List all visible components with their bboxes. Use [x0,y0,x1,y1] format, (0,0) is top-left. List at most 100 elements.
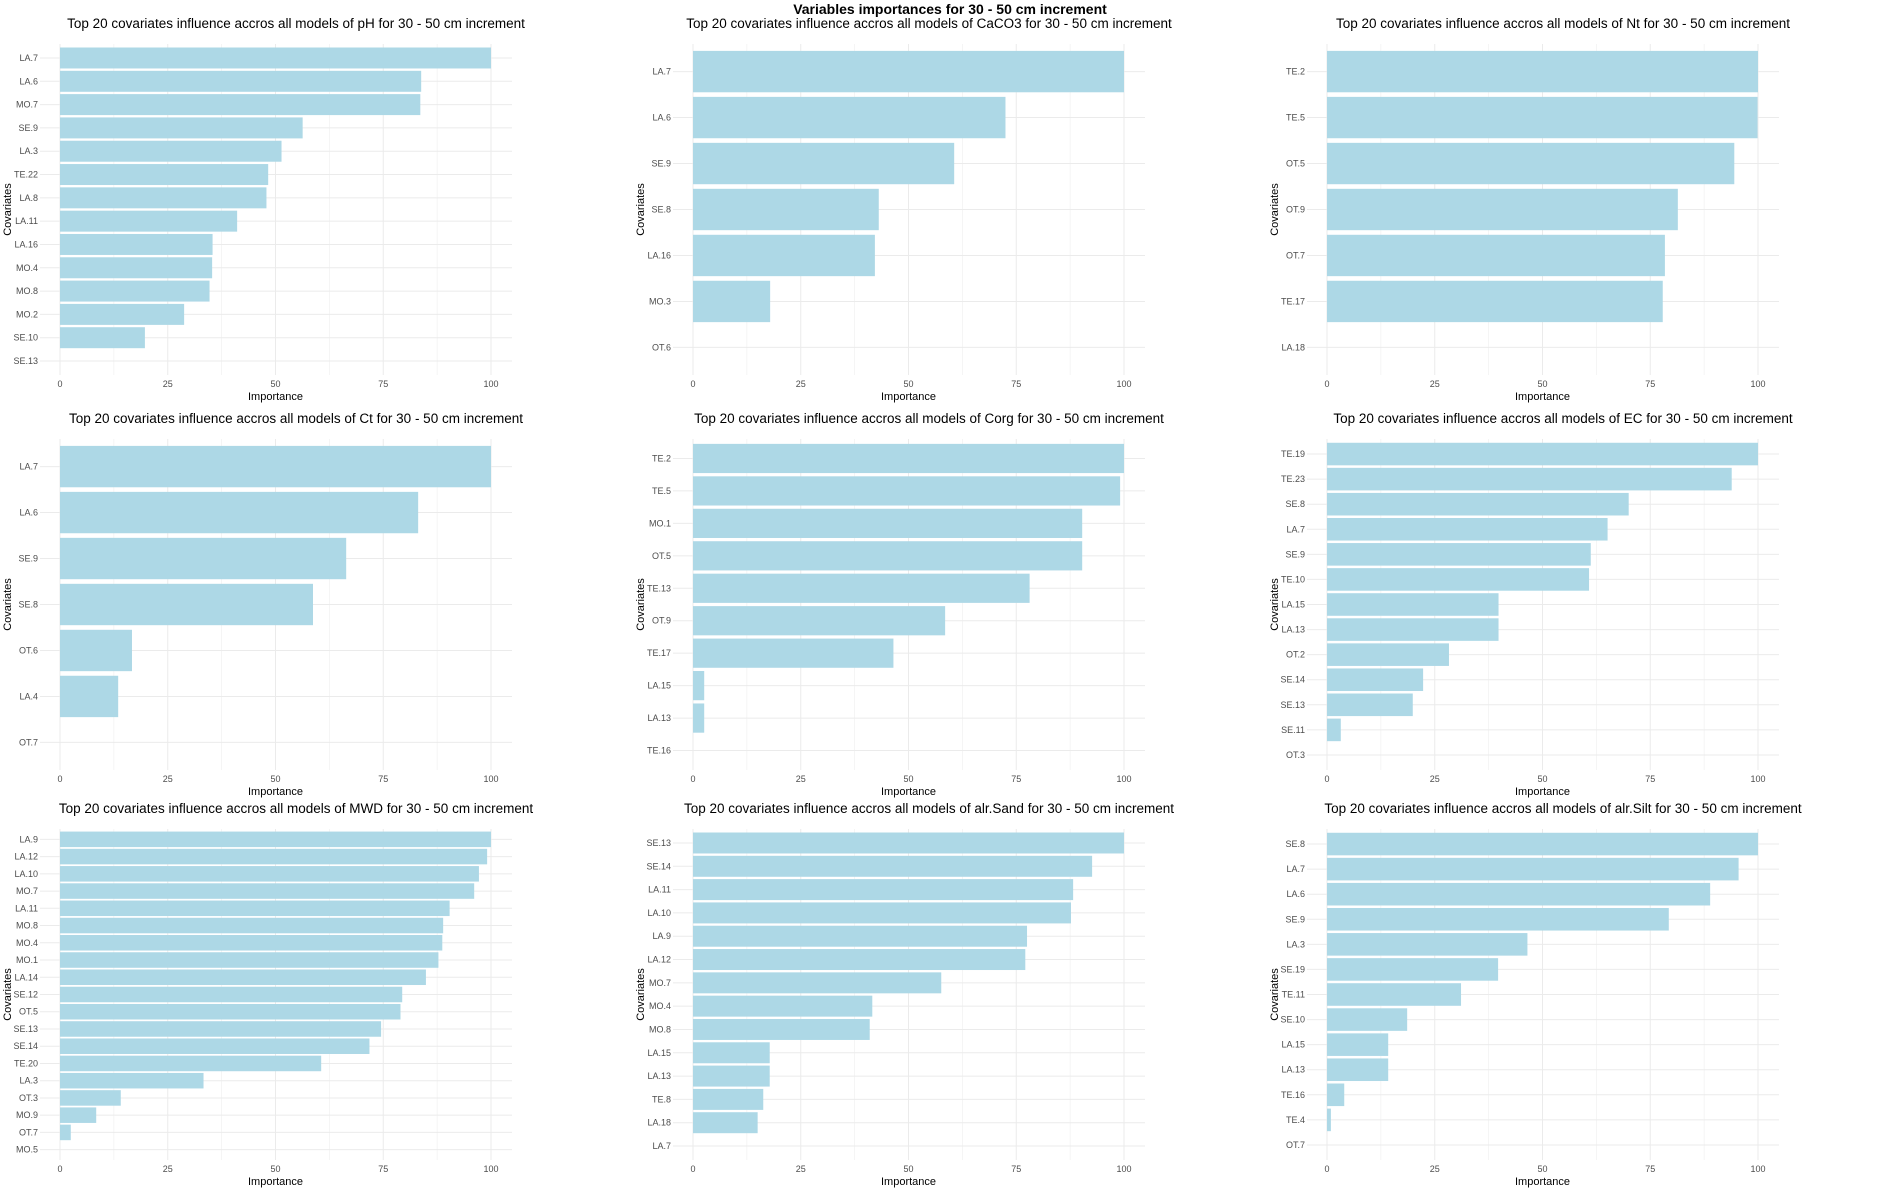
y-tick-label: MO.8 [16,286,38,296]
y-tick-label: TE.20 [14,1058,38,1068]
x-tick-label: 0 [57,774,62,784]
bar-LA.11 [60,210,238,232]
chart-panel: Top 20 covariates influence accros all m… [1269,16,1790,403]
x-tick-label: 0 [690,379,695,389]
bar-LA.9 [693,925,1028,947]
x-tick-label: 25 [796,774,806,784]
y-tick-label: MO.5 [16,1145,38,1155]
x-tick-label: 0 [1324,774,1329,784]
y-tick-label: LA.12 [647,955,671,965]
x-axis-label: Importance [248,391,303,403]
bar-LA.12 [60,848,488,865]
y-tick-label: OT.3 [1286,750,1305,760]
y-tick-label: SE.11 [1281,725,1305,735]
y-tick-label: TE.19 [1281,449,1305,459]
y-tick-label: TE.23 [1281,474,1305,484]
x-axis-label: Importance [881,786,936,798]
bar-LA.3 [1327,933,1528,956]
bar-LA.18 [693,1112,758,1134]
y-tick-label: MO.4 [16,938,38,948]
bar-SE.9 [1327,907,1669,931]
bar-LA.10 [60,866,479,882]
bar-LA.13 [693,1065,770,1087]
y-tick-label: OT.6 [652,342,671,352]
bar-TE.22 [60,164,269,186]
y-tick-label: SE.14 [646,861,671,871]
chart-title: Top 20 covariates influence accros all m… [67,16,525,31]
y-tick-label: SE.19 [1280,964,1305,974]
y-axis-label: Covariates [1269,183,1281,236]
bar-OT.9 [693,606,946,636]
chart-panel: Top 20 covariates influence accros all m… [635,801,1174,1188]
x-tick-label: 100 [1116,379,1131,389]
x-tick-label: 25 [796,379,806,389]
y-axis-label: Covariates [2,183,14,236]
y-tick-label: TE.5 [1286,113,1305,123]
y-tick-label: SE.14 [1280,675,1305,685]
x-tick-label: 75 [378,379,388,389]
y-tick-label: LA.3 [19,146,38,156]
y-tick-label: LA.13 [1281,1065,1305,1075]
y-tick-label: LA.13 [1281,625,1305,635]
bar-LA.11 [60,900,450,917]
x-tick-label: 50 [270,379,280,389]
y-tick-label: SE.9 [18,554,38,564]
y-tick-label: LA.15 [1281,600,1305,610]
x-tick-label: 100 [1750,379,1765,389]
bar-LA.14 [60,969,426,986]
y-tick-label: LA.3 [1286,939,1305,949]
y-tick-label: OT.3 [19,1093,38,1103]
chart-panel: Top 20 covariates influence accros all m… [2,801,533,1188]
y-axis-label: Covariates [1269,578,1281,631]
y-tick-label: LA.15 [647,1048,671,1058]
bar-TE.4 [1327,1108,1331,1132]
bar-MO.4 [693,995,873,1017]
bar-LA.13 [1327,1058,1389,1082]
y-axis-label: Covariates [2,578,14,631]
y-tick-label: TE.17 [1281,296,1305,306]
y-tick-label: SE.9 [1285,549,1305,559]
x-tick-label: 50 [270,1164,280,1174]
x-axis-label: Importance [248,786,303,798]
bar-SE.9 [1327,543,1591,566]
bar-MO.7 [60,883,475,899]
y-tick-label: TE.22 [14,170,38,180]
y-tick-label: LA.3 [19,1076,38,1086]
bar-LA.11 [693,879,1074,901]
y-tick-label: OT.5 [652,551,671,561]
bar-TE.17 [693,638,894,668]
x-tick-label: 0 [690,1164,695,1174]
y-tick-label: LA.13 [647,1071,671,1081]
x-tick-label: 0 [690,774,695,784]
x-tick-label: 75 [1645,1164,1655,1174]
y-tick-label: LA.6 [19,76,38,86]
bar-LA.16 [693,234,875,277]
y-tick-label: OT.5 [1286,159,1305,169]
bar-OT.5 [1327,142,1735,185]
y-tick-label: TE.2 [652,453,671,463]
x-tick-label: 75 [1011,379,1021,389]
x-tick-label: 50 [1537,1164,1547,1174]
chart-panel: Top 20 covariates influence accros all m… [635,411,1164,798]
bar-TE.2 [1327,50,1758,93]
x-axis-label: Importance [248,1176,303,1188]
bar-LA.15 [693,671,705,701]
bar-OT.2 [1327,643,1449,666]
x-tick-label: 100 [1116,774,1131,784]
bar-LA.6 [693,96,1006,139]
bar-TE.13 [693,573,1030,603]
x-tick-label: 75 [1645,774,1655,784]
y-tick-label: TE.10 [1281,574,1305,584]
bar-TE.23 [1327,467,1732,491]
x-tick-label: 25 [163,379,173,389]
y-tick-label: LA.13 [647,713,671,723]
bar-OT.7 [60,1124,71,1141]
chart-panel: Top 20 covariates influence accros all m… [635,16,1172,403]
y-tick-label: LA.9 [19,834,38,844]
y-tick-label: LA.7 [1286,864,1305,874]
y-tick-label: MO.3 [649,296,671,306]
y-axis-label: Covariates [635,183,647,236]
x-axis-label: Importance [1515,391,1570,403]
y-tick-label: OT.7 [19,737,38,747]
bar-MO.9 [60,1107,97,1123]
